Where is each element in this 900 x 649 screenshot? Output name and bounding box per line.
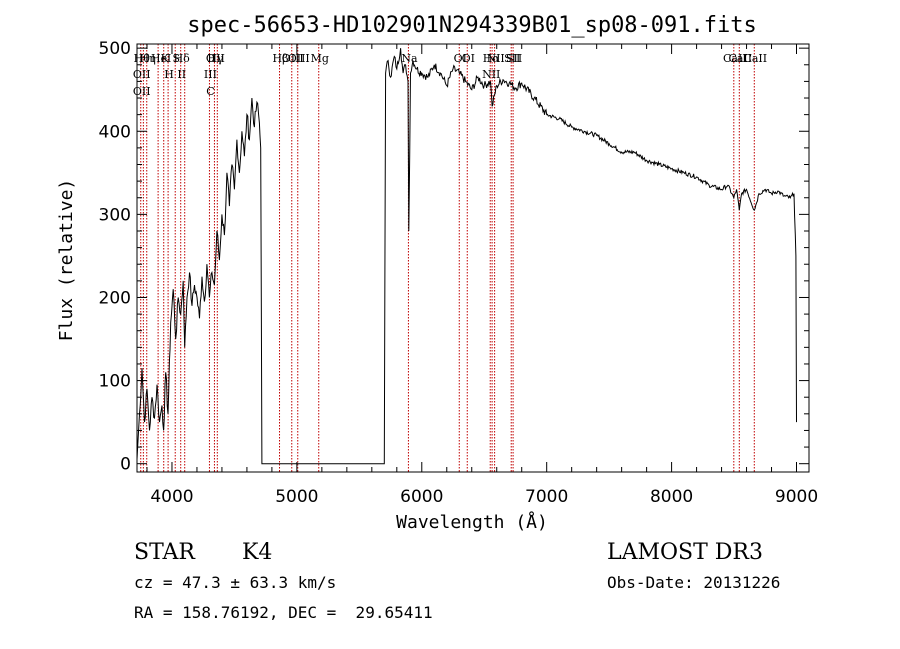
line-label: Hδ (174, 52, 191, 65)
line-label: OIII (282, 52, 304, 65)
line-label: OII (133, 85, 151, 98)
line-label: SII (506, 52, 522, 65)
line-label: Hα (483, 52, 501, 65)
line-label: III (212, 52, 225, 65)
plot-frame (136, 43, 810, 473)
line-label: NII (486, 52, 504, 65)
line-label: OII (133, 68, 151, 81)
line-label: S (172, 52, 180, 65)
y-tick-label: 400 (99, 122, 131, 142)
y-tick-label: 0 (120, 455, 131, 475)
line-label: OIII (288, 52, 310, 65)
line-label: OI (454, 52, 467, 65)
line-label: SII (504, 52, 520, 65)
y-tick-label: 500 (99, 39, 131, 59)
y-tick-label: 100 (99, 372, 131, 392)
line-label: C (206, 85, 214, 98)
line-label: CaII (728, 52, 752, 65)
chart-title: spec-56653-HD102901N294339B01_sp08-091.f… (187, 13, 757, 38)
line-label: Hθ (134, 52, 151, 65)
line-label: NII (482, 68, 500, 81)
line-label: I (167, 52, 171, 65)
observation-date: Obs-Date: 20131226 (607, 573, 781, 592)
ra-dec-coordinates: RA = 158.76192, DEC = 29.65411 (134, 603, 433, 622)
x-axis-label: Wavelength (Å) (396, 511, 548, 533)
line-label: Mg (311, 52, 329, 65)
line-label: OI (462, 52, 475, 65)
line-label: Hγ (207, 52, 224, 65)
object-subclass: K4 (242, 540, 273, 565)
line-label: III (204, 68, 217, 81)
line-label: K (161, 52, 170, 65)
redshift-velocity: cz = 47.3 ± 63.3 km/s (134, 573, 337, 592)
y-tick-label: 200 (99, 288, 131, 308)
x-axis-ticks: 4000 5000 6000 7000 8000 9000 (146, 44, 818, 507)
survey-name: LAMOST DR3 (607, 540, 763, 565)
x-tick-label: 7000 (525, 487, 568, 507)
y-axis-ticks: 0 100 200 300 400 500 (99, 39, 809, 475)
x-tick-label: 4000 (150, 487, 193, 507)
line-markers (140, 44, 755, 472)
line-label: O (206, 52, 215, 65)
line-label: Na (401, 52, 418, 65)
line-label: CaII (723, 52, 747, 65)
spectrum-series (136, 48, 797, 465)
line-label: Hβ (273, 52, 289, 65)
spectrum-line (136, 48, 797, 465)
x-tick-label: 6000 (400, 487, 443, 507)
y-tick-label: 300 (99, 205, 131, 225)
x-tick-label: 5000 (275, 487, 318, 507)
line-label: He (151, 52, 167, 65)
line-label: Hη (140, 52, 156, 65)
x-tick-label: 9000 (775, 487, 818, 507)
line-label: CaII (743, 52, 767, 65)
line-label: H (164, 68, 174, 81)
y-axis-label: Flux (relative) (56, 179, 77, 342)
object-class: STAR (134, 540, 195, 565)
x-tick-label: 8000 (650, 487, 693, 507)
line-label: II (177, 68, 186, 81)
